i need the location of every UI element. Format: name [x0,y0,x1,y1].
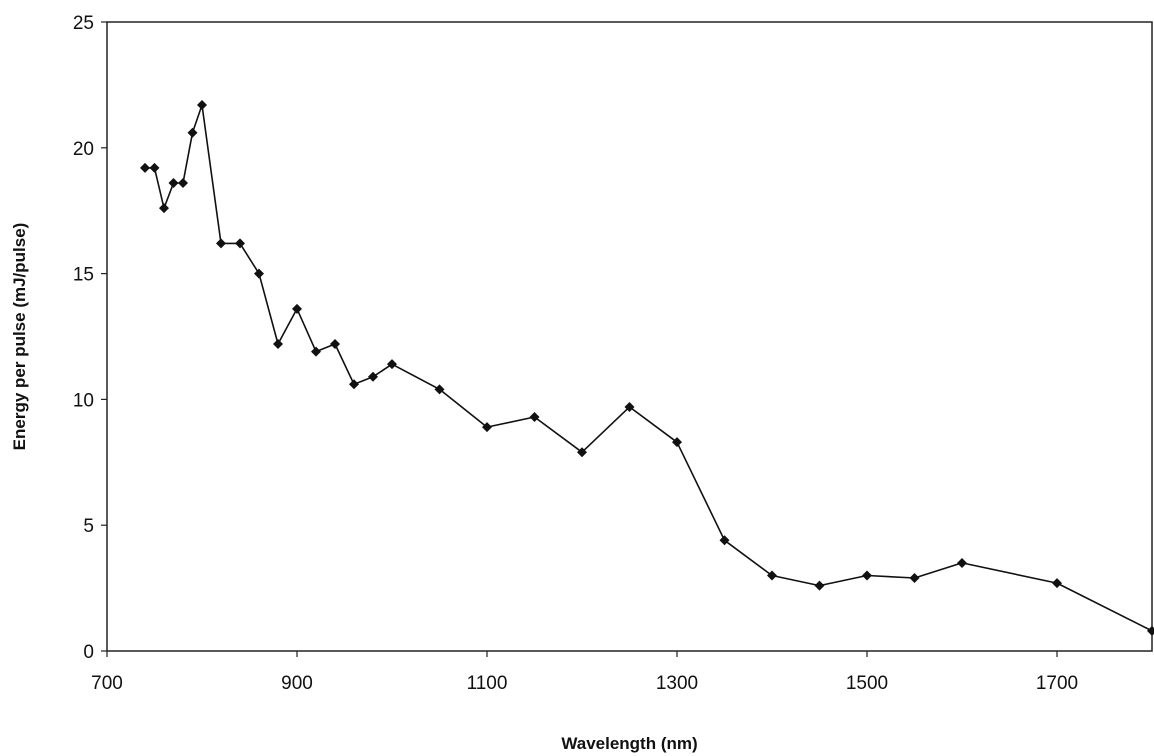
y-tick-label: 20 [73,139,94,160]
data-point-marker [672,437,682,448]
data-point-marker [957,557,967,568]
data-point-marker [311,346,321,357]
x-tick-label: 700 [91,673,123,694]
data-point-marker [767,570,777,581]
data-point-marker [292,303,302,314]
x-tick-label: 1100 [467,673,508,694]
data-point-marker [140,162,150,173]
data-point-marker [529,412,540,423]
data-point-marker [814,580,825,591]
y-tick-label: 10 [73,390,94,411]
data-point-marker [719,535,730,546]
data-point-marker [330,339,340,350]
y-axis-ticks: 0 5 10 15 20 25 [73,13,107,663]
y-tick-label: 5 [83,516,94,537]
data-point-marker [254,268,264,279]
data-point-marker [235,238,245,249]
data-point-marker [368,371,378,382]
x-tick-label: 1500 [846,673,888,694]
y-axis-title: Energy per pulse (mJ/pulse) [10,223,29,451]
y-tick-label: 0 [83,642,94,663]
x-axis-title: Wavelength (nm) [561,734,697,753]
data-point-marker [178,178,188,189]
data-point-marker [216,238,226,249]
data-point-marker [577,447,587,458]
plot-area-frame [106,21,1153,652]
y-tick-label: 25 [73,13,94,34]
data-point-marker [1052,578,1062,589]
data-point-marker [624,401,635,412]
y-tick-label: 15 [73,265,94,286]
x-tick-label: 1700 [1036,673,1078,694]
data-point-marker [387,359,397,370]
data-point-marker [197,100,207,111]
data-point-marker [149,162,160,173]
data-point-marker [349,379,359,390]
x-axis-ticks: 700 900 1100 1300 1500 1700 [91,651,1078,694]
data-point-marker [187,127,198,138]
data-point-marker [1147,625,1154,636]
x-tick-label: 1300 [656,673,698,694]
series-line [145,104,1153,632]
data-point-marker [434,384,445,395]
data-point-marker [482,422,492,433]
x-tick-label: 900 [281,673,313,694]
data-point-marker [862,570,872,581]
data-point-marker [159,203,169,214]
data-point-marker [909,573,920,584]
data-point-marker [168,178,179,189]
series-layer [140,100,1154,636]
data-point-marker [273,339,283,350]
